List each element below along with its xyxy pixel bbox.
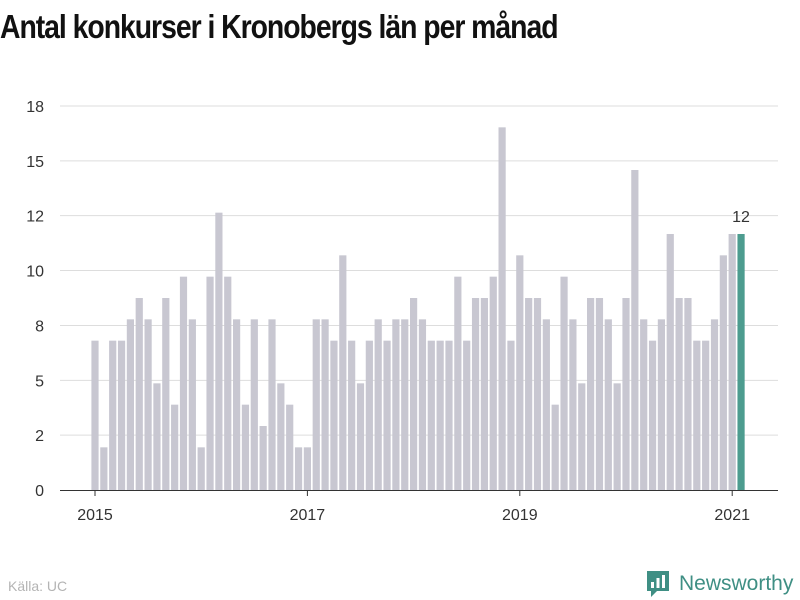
bar (418, 319, 427, 490)
bar (471, 298, 480, 490)
bar (233, 319, 241, 490)
bar (277, 383, 285, 490)
bar (427, 340, 435, 490)
y-tick-label: 2 (35, 428, 44, 445)
bar (693, 340, 701, 490)
bar (206, 276, 214, 490)
bar (525, 298, 533, 490)
bar (702, 340, 710, 490)
bar (410, 298, 418, 490)
bar-value-label: 12 (732, 209, 750, 226)
bar (374, 319, 382, 490)
bar (162, 298, 170, 490)
bar (303, 447, 311, 490)
bar (622, 298, 630, 490)
bar (516, 255, 524, 490)
y-tick-label: 15 (26, 154, 44, 171)
bar (578, 383, 586, 490)
y-tick-label: 10 (26, 263, 44, 280)
bar (463, 340, 471, 490)
bar (321, 319, 329, 490)
bar (604, 319, 612, 490)
bar (215, 212, 223, 490)
y-tick-label: 18 (26, 99, 44, 116)
bar (100, 447, 108, 490)
bar (294, 447, 303, 490)
bar (153, 383, 161, 490)
x-tick-label: 2017 (290, 507, 326, 524)
bars (91, 127, 745, 490)
bar (613, 383, 621, 490)
bar (587, 298, 595, 490)
y-tick-label: 5 (35, 373, 44, 390)
bar (356, 383, 365, 490)
bar (551, 404, 559, 490)
bar (640, 319, 648, 490)
bar (383, 340, 391, 490)
bar (648, 340, 657, 490)
bar (179, 276, 188, 490)
bar (259, 426, 267, 490)
bar (719, 255, 727, 490)
bar (348, 340, 356, 490)
bar (171, 404, 179, 490)
bar (560, 276, 568, 490)
bar (224, 276, 232, 490)
bar (533, 298, 542, 490)
annotations: 12 (732, 209, 750, 226)
bar (498, 127, 506, 490)
bar (117, 340, 126, 490)
bar (401, 319, 409, 490)
bar (241, 404, 250, 490)
bar (675, 298, 683, 490)
bar (489, 276, 497, 490)
bar (312, 319, 320, 490)
bar (365, 340, 373, 490)
bar (542, 319, 550, 490)
bar (631, 170, 639, 490)
x-axis-ticks: 2015 2017 2019 2021 (60, 490, 778, 524)
bar (135, 298, 143, 490)
bar (569, 319, 577, 490)
bar (737, 234, 745, 490)
bar (507, 340, 515, 490)
bar (339, 255, 347, 490)
bar (657, 319, 665, 490)
bar (109, 340, 117, 490)
bar (91, 340, 99, 490)
y-tick-label: 12 (26, 209, 44, 226)
y-tick-label: 8 (35, 319, 44, 336)
bar (144, 319, 152, 490)
brand-logo: Newsworthy (645, 569, 793, 599)
bar (392, 319, 400, 490)
bar (268, 319, 276, 490)
bar (454, 276, 462, 490)
bar (330, 340, 338, 490)
bar (188, 319, 196, 490)
newsworthy-logo-icon (647, 571, 669, 597)
bar (480, 298, 488, 490)
x-tick-label: 2021 (714, 507, 750, 524)
bar (666, 234, 674, 490)
chart-title: Antal konkurser i Kronobergs län per mån… (0, 8, 559, 45)
bar (126, 319, 134, 490)
bar (286, 404, 294, 490)
y-axis-tick-labels: 0 2 5 8 10 12 15 18 (26, 99, 44, 500)
bar (710, 319, 719, 490)
bar (197, 447, 205, 490)
source-note: Källa: UC (8, 578, 68, 594)
bar (728, 234, 736, 490)
bar (684, 298, 692, 490)
brand-name: Newsworthy (679, 572, 794, 595)
x-tick-label: 2019 (502, 507, 538, 524)
bar (436, 340, 444, 490)
x-tick-label: 2015 (77, 507, 113, 524)
bar (250, 319, 258, 490)
y-tick-label: 0 (35, 483, 44, 500)
bar (595, 298, 604, 490)
bar (445, 340, 453, 490)
